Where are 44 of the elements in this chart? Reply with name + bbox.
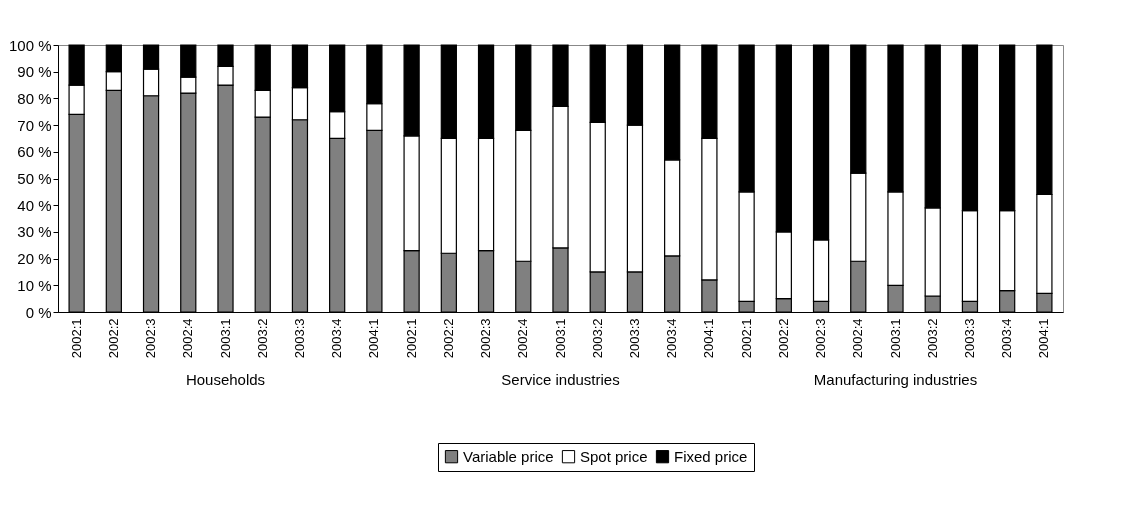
- x-tick-label: 2004:1: [1036, 318, 1052, 359]
- x-tick-label: 2004:1: [701, 318, 717, 359]
- y-tick-label: 0 %: [25, 303, 52, 321]
- x-tick-label: 2002:2: [775, 318, 791, 359]
- text: Manufacturing industries: [813, 371, 978, 388]
- x-tick-label: 2002:1: [403, 318, 419, 359]
- y-tick-label: 90 %: [17, 63, 52, 81]
- legend-label: Fixed price: [674, 447, 748, 465]
- x-tick-label: 2003:4: [329, 318, 345, 359]
- x-tick-label: 2002:3: [478, 318, 494, 359]
- x-tick-label: 2002:1: [738, 318, 754, 359]
- x-tick-label: 2003:2: [924, 318, 940, 359]
- legend-label: Variable price: [463, 447, 554, 465]
- x-tick-label: 2004:1: [366, 318, 382, 359]
- x-tick-label: 2002:3: [813, 318, 829, 359]
- x-tick-label: 2003:1: [887, 318, 903, 359]
- x-tick-label: 2003:2: [254, 318, 270, 359]
- x-tick-label: 2002:4: [515, 318, 531, 359]
- y-tick-label: 60 %: [17, 143, 52, 161]
- x-tick-label: 2003:3: [626, 318, 642, 359]
- x-tick-label: 2002:4: [850, 318, 866, 359]
- x-tick-label: 2002:2: [105, 318, 121, 359]
- x-tick-label: 2002:1: [68, 318, 84, 359]
- y-tick-label: 10 %: [17, 276, 52, 294]
- text: Service industries: [501, 371, 620, 388]
- y-tick-label: 50 %: [17, 170, 52, 187]
- y-tick-label: 100 %: [8, 36, 52, 54]
- x-tick-label: 2003:3: [961, 318, 977, 359]
- x-tick-label: 2002:4: [180, 318, 196, 359]
- y-tick-label: 70 %: [17, 116, 52, 134]
- x-tick-label: 2003:1: [552, 318, 568, 359]
- x-tick-label: 2003:2: [589, 318, 605, 359]
- x-tick-label: 2003:1: [217, 318, 233, 359]
- legend-label: Spot price: [580, 447, 648, 465]
- x-tick-label: 2003:3: [291, 318, 307, 359]
- y-tick-label: 20 %: [17, 250, 52, 268]
- x-tick-label: 2003:4: [999, 318, 1015, 359]
- y-tick-label: 40 %: [17, 196, 52, 214]
- y-tick-label: 80 %: [17, 89, 52, 107]
- text: Households: [185, 371, 266, 388]
- x-tick-label: 2003:4: [664, 318, 680, 359]
- x-tick-label: 2002:3: [143, 318, 159, 359]
- y-tick-label: 30 %: [17, 223, 52, 241]
- x-tick-label: 2002:2: [440, 318, 456, 359]
